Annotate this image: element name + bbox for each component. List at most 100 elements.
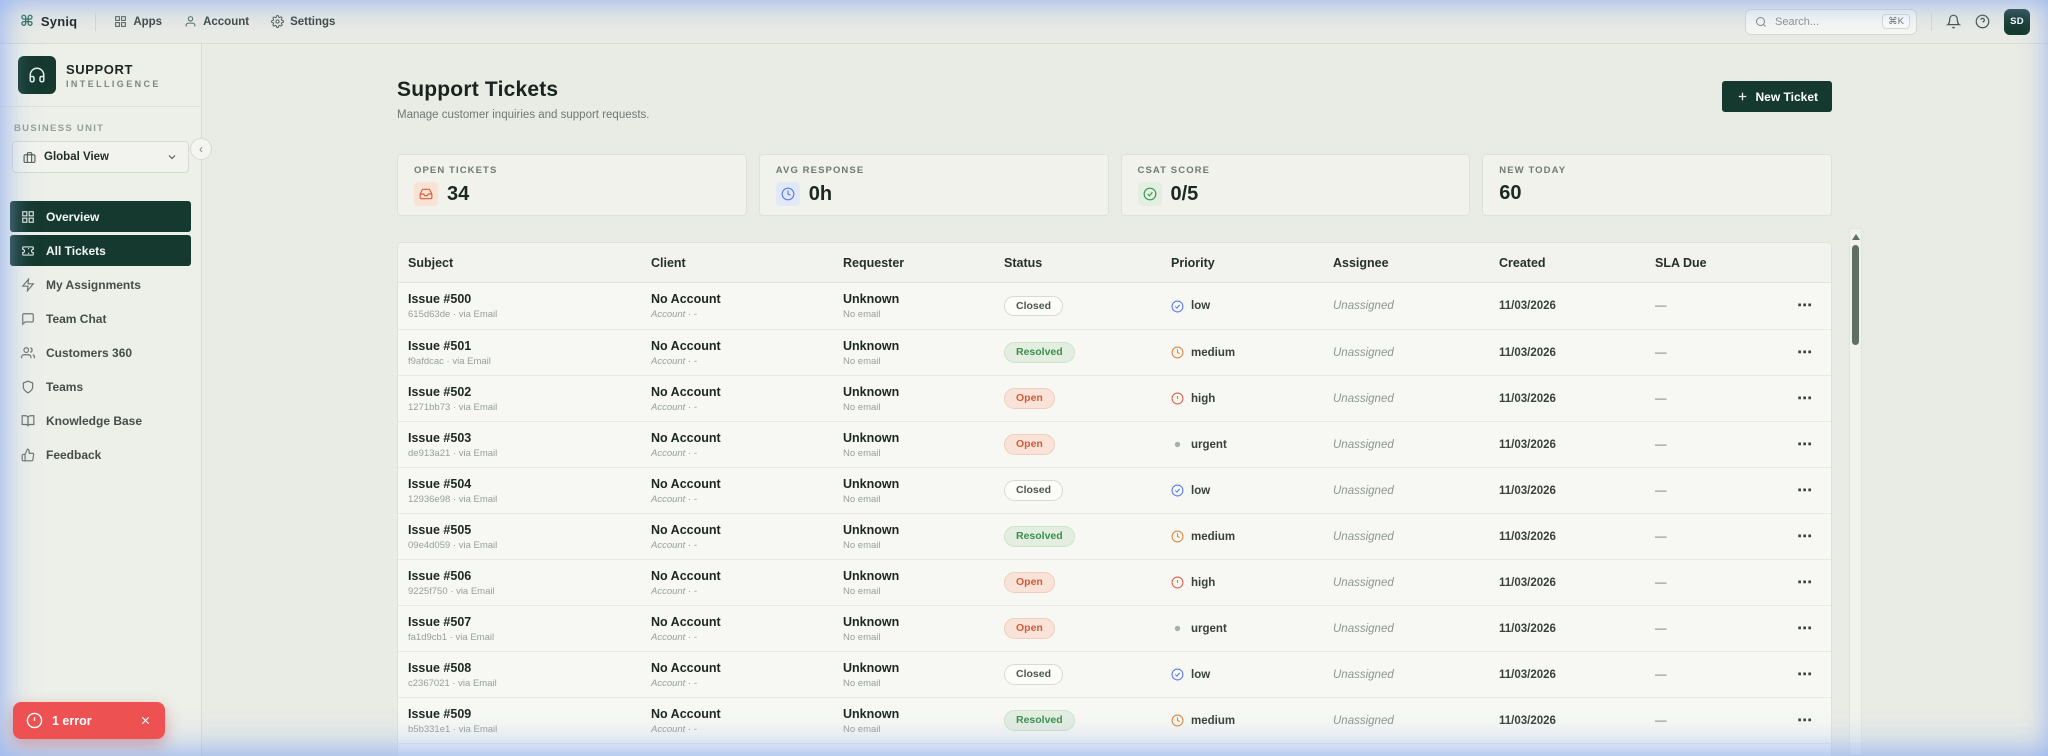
ticket-meta: b5b331e1 · via Email (408, 723, 498, 735)
table-row[interactable]: Issue #502 1271bb73 · via Email No Accou… (398, 375, 1831, 421)
new-ticket-button[interactable]: New Ticket (1721, 81, 1832, 112)
priority-urgent-icon (1171, 438, 1184, 451)
headset-icon (18, 56, 56, 94)
table-row[interactable]: Issue #504 12936e98 · via Email No Accou… (398, 467, 1831, 513)
app-logo-block: SUPPORT INTELLIGENCE (0, 44, 201, 107)
sidebar-item-label: Customers 360 (46, 345, 133, 360)
sidebar-item-feedback[interactable]: Feedback (10, 439, 191, 470)
search-shortcut: ⌘K (1882, 13, 1910, 30)
ticket-subject: Issue #506 (408, 568, 472, 583)
search-box[interactable]: ⌘K (1745, 8, 1917, 35)
stat-value: 0/5 (1170, 182, 1199, 205)
sidebar-collapse-button[interactable]: ‹ (190, 138, 212, 160)
client-meta: Account · - (651, 723, 697, 735)
requester-meta: No email (843, 677, 881, 689)
priority-label: medium (1191, 346, 1236, 359)
row-actions-button[interactable]: ⋯ (1797, 711, 1813, 729)
column-header-subject: Subject (408, 255, 454, 270)
sidebar-item-teams[interactable]: Teams (10, 371, 191, 402)
topbar-item-apps[interactable]: Apps (114, 15, 162, 28)
brand[interactable]: ⌘ Syniq (20, 14, 77, 29)
ticket-meta: 9225f750 · via Email (408, 585, 495, 597)
row-actions-button[interactable]: ⋯ (1797, 297, 1813, 314)
sidebar-item-knowledge-base[interactable]: Knowledge Base (10, 405, 191, 436)
business-unit-select[interactable]: Global View (12, 141, 189, 173)
requester-name: Unknown (843, 384, 900, 399)
sidebar-item-my-assignments[interactable]: My Assignments (10, 269, 191, 300)
row-actions-button[interactable]: ⋯ (1797, 343, 1813, 361)
client-name: No Account (651, 338, 721, 353)
created-date: 11/03/2026 (1499, 668, 1556, 681)
table-row[interactable]: Issue #510 No Account Unknown Open high … (398, 743, 1831, 756)
sidebar-item-label: Team Chat (46, 311, 107, 326)
ticket-subject: Issue #507 (408, 614, 472, 629)
row-actions-button[interactable]: ⋯ (1797, 665, 1813, 683)
column-header-priority: Priority (1171, 255, 1215, 270)
row-actions-button[interactable]: ⋯ (1797, 527, 1813, 545)
assignee: Unassigned (1333, 300, 1394, 312)
notifications-button[interactable] (1946, 14, 1961, 29)
assignee: Unassigned (1333, 576, 1394, 589)
scroll-up-arrow[interactable] (1851, 234, 1860, 240)
scrollbar-thumb[interactable] (1852, 245, 1859, 345)
stat-card-new-today: NEW TODAY 60 (1482, 154, 1832, 216)
sidebar-item-all-tickets[interactable]: All Tickets (10, 235, 191, 266)
sidebar-item-overview[interactable]: Overview (10, 201, 191, 232)
table-row[interactable]: Issue #507 fa1d9cb1 · via Email No Accou… (398, 605, 1831, 651)
sla-due: — (1655, 484, 1667, 497)
priority-label: high (1191, 392, 1216, 405)
page-subtitle: Manage customer inquiries and support re… (397, 109, 650, 121)
row-actions-button[interactable]: ⋯ (1797, 573, 1813, 591)
status-badge: Open (1004, 388, 1055, 409)
row-actions-button[interactable]: ⋯ (1797, 481, 1813, 499)
table-row[interactable]: Issue #508 c2367021 · via Email No Accou… (398, 651, 1831, 697)
ticket-subject: Issue #504 (408, 476, 472, 491)
topbar: ⌘ Syniq Apps Account Settings (0, 0, 2048, 44)
table-row[interactable]: Issue #506 9225f750 · via Email No Accou… (398, 559, 1831, 605)
created-date: 11/03/2026 (1499, 530, 1556, 543)
topbar-item-settings[interactable]: Settings (271, 15, 335, 28)
row-actions-button[interactable]: ⋯ (1797, 619, 1813, 637)
status-badge: Open (1004, 434, 1055, 455)
brand-name: Syniq (40, 14, 78, 29)
topbar-item-account[interactable]: Account (184, 15, 249, 28)
topbar-item-label: Apps (133, 15, 163, 28)
client-meta: Account · - (651, 355, 697, 367)
vertical-scrollbar[interactable] (1849, 228, 1862, 756)
table-row[interactable]: Issue #500 615d63de · via Email No Accou… (398, 283, 1831, 329)
ticket-subject: Issue #501 (408, 338, 472, 353)
sidebar-item-customers-360[interactable]: Customers 360 (10, 337, 191, 368)
sidebar-item-label: Knowledge Base (46, 413, 143, 428)
priority-label: urgent (1191, 438, 1227, 451)
sidebar-item-team-chat[interactable]: Team Chat (10, 303, 191, 334)
client-name: No Account (651, 430, 721, 445)
table-row[interactable]: Issue #501 f9afdcac · via Email No Accou… (398, 329, 1831, 375)
client-meta: Account · - (651, 631, 697, 643)
row-actions-button[interactable]: ⋯ (1797, 389, 1813, 407)
table-row[interactable]: Issue #509 b5b331e1 · via Email No Accou… (398, 697, 1831, 743)
search-input[interactable] (1775, 15, 1875, 28)
created-date: 11/03/2026 (1499, 392, 1556, 405)
priority-label: low (1191, 484, 1211, 497)
ticket-subject: Issue #509 (408, 706, 472, 721)
client-name: No Account (651, 522, 721, 537)
client-name: No Account (651, 706, 721, 721)
requester-meta: No email (843, 401, 881, 413)
toast-close-button[interactable] (139, 714, 152, 727)
status-badge: Resolved (1004, 342, 1075, 363)
user-avatar[interactable]: SD (2004, 8, 2030, 35)
stats-row: OPEN TICKETS 34 AVG RESPONSE 0h (397, 154, 1832, 216)
table-row[interactable]: Issue #503 de913a21 · via Email No Accou… (398, 421, 1831, 467)
help-button[interactable] (1975, 14, 1990, 29)
assignee: Unassigned (1333, 530, 1394, 543)
requester-name: Unknown (843, 522, 900, 537)
requester-meta: No email (843, 585, 881, 597)
stat-label: OPEN TICKETS (414, 165, 498, 176)
status-badge: Resolved (1004, 710, 1075, 731)
status-badge: Open (1004, 572, 1055, 593)
clock-icon (775, 182, 800, 206)
client-meta: Account · - (651, 447, 697, 459)
row-actions-button[interactable]: ⋯ (1797, 435, 1813, 453)
chevron-down-icon (166, 151, 178, 163)
table-row[interactable]: Issue #505 09e4d059 · via Email No Accou… (398, 513, 1831, 559)
